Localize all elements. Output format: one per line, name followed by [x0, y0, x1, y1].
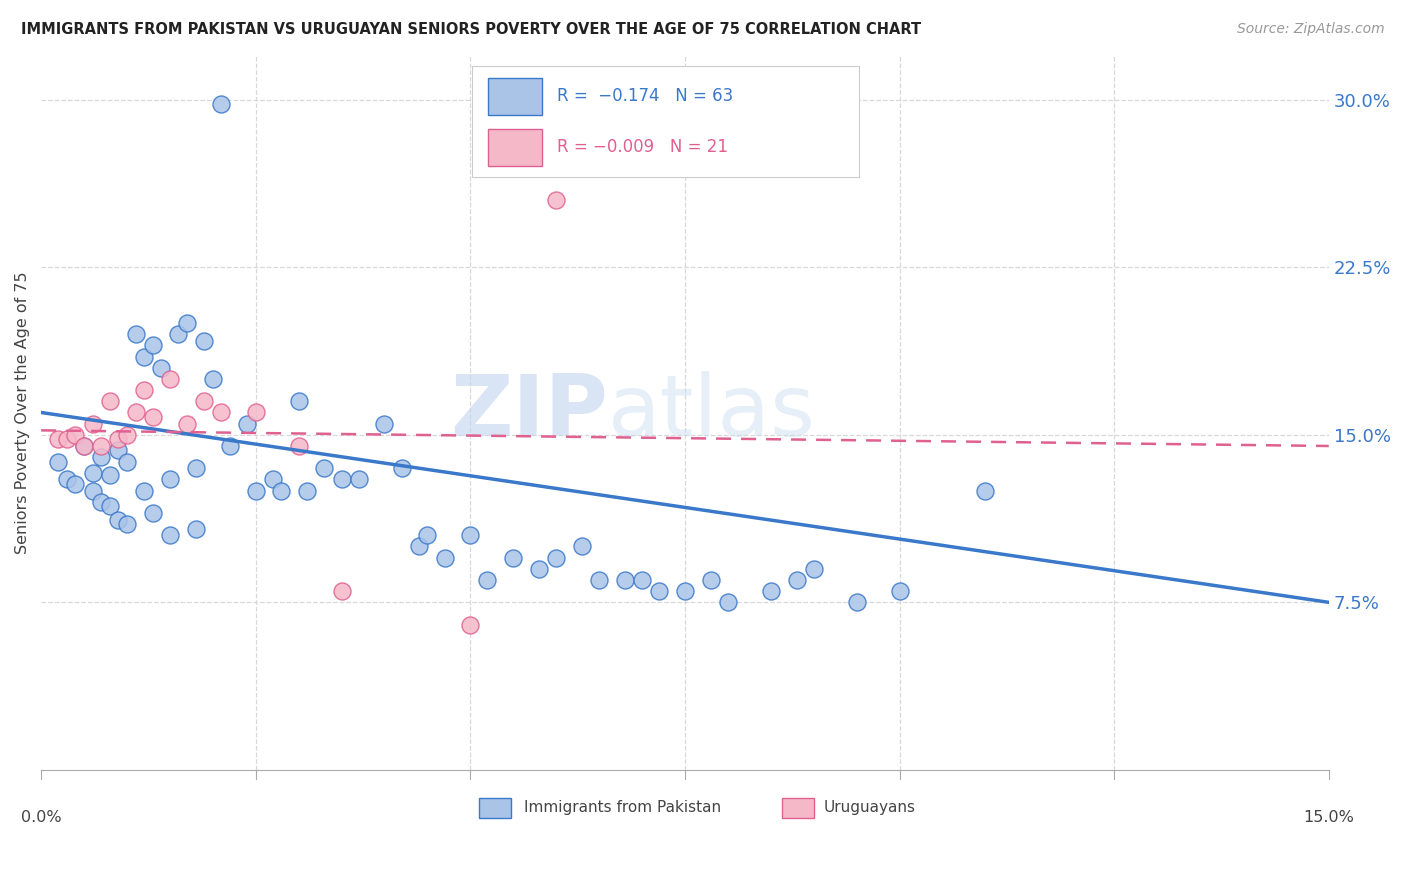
Point [184, 522, 207, 536]
Text: Source: ZipAtlas.com: Source: ZipAtlas.com [1237, 22, 1385, 37]
Point [236, 417, 259, 431]
Point [184, 461, 207, 475]
Point [546, 550, 568, 565]
Point [142, 506, 165, 520]
Point [330, 584, 353, 599]
Point [107, 432, 129, 446]
Point [502, 550, 524, 565]
Point [416, 528, 439, 542]
Y-axis label: Seniors Poverty Over the Age of 75: Seniors Poverty Over the Age of 75 [15, 271, 30, 554]
Point [82, 466, 104, 480]
Point [193, 394, 215, 409]
Point [373, 417, 395, 431]
Point [176, 417, 198, 431]
Point [107, 443, 129, 458]
Point [759, 584, 782, 599]
Point [270, 483, 292, 498]
Point [287, 439, 309, 453]
Point [115, 427, 138, 442]
Point [330, 473, 353, 487]
Point [73, 439, 96, 453]
Point [219, 439, 242, 453]
Point [287, 394, 309, 409]
Point [527, 562, 550, 576]
Point [209, 405, 232, 419]
Text: 0.0%: 0.0% [21, 810, 62, 825]
Point [115, 517, 138, 532]
Point [193, 334, 215, 348]
Point [134, 383, 156, 397]
Point [631, 573, 654, 587]
Point [82, 483, 104, 498]
Point [150, 360, 173, 375]
Point [124, 327, 146, 342]
Point [433, 550, 456, 565]
Point [98, 500, 121, 514]
Point [245, 483, 267, 498]
Point [201, 372, 224, 386]
Point [56, 473, 79, 487]
Point [82, 417, 104, 431]
Text: IMMIGRANTS FROM PAKISTAN VS URUGUAYAN SENIORS POVERTY OVER THE AGE OF 75 CORRELA: IMMIGRANTS FROM PAKISTAN VS URUGUAYAN SE… [21, 22, 921, 37]
Point [73, 439, 96, 453]
Point [613, 573, 636, 587]
Point [107, 513, 129, 527]
Point [90, 450, 112, 465]
Point [889, 584, 911, 599]
Point [262, 473, 284, 487]
Point [134, 483, 156, 498]
Point [98, 468, 121, 483]
Point [90, 495, 112, 509]
Point [142, 409, 165, 424]
Point [803, 562, 825, 576]
Point [124, 405, 146, 419]
Point [56, 432, 79, 446]
Point [159, 528, 181, 542]
Text: ZIP: ZIP [450, 371, 607, 454]
Point [90, 439, 112, 453]
Point [460, 528, 482, 542]
Point [115, 455, 138, 469]
Point [786, 573, 808, 587]
Point [314, 461, 336, 475]
Point [460, 617, 482, 632]
Point [245, 405, 267, 419]
Point [391, 461, 413, 475]
FancyBboxPatch shape [479, 797, 512, 818]
Text: Immigrants from Pakistan: Immigrants from Pakistan [524, 799, 721, 814]
FancyBboxPatch shape [782, 797, 814, 818]
Point [588, 573, 610, 587]
Point [142, 338, 165, 352]
Point [571, 540, 593, 554]
Text: Uruguayans: Uruguayans [824, 799, 915, 814]
Point [699, 573, 721, 587]
Point [167, 327, 190, 342]
Point [46, 432, 69, 446]
Point [673, 584, 696, 599]
Point [546, 194, 568, 208]
Point [477, 573, 499, 587]
Point [159, 473, 181, 487]
Point [717, 595, 740, 609]
Text: atlas: atlas [607, 371, 815, 454]
Point [347, 473, 370, 487]
Point [65, 427, 87, 442]
Point [65, 477, 87, 491]
Point [159, 372, 181, 386]
Point [176, 316, 198, 330]
Point [46, 455, 69, 469]
Point [209, 97, 232, 112]
Text: 15.0%: 15.0% [1303, 810, 1354, 825]
Point [648, 584, 671, 599]
Point [408, 540, 430, 554]
Point [134, 350, 156, 364]
Point [845, 595, 868, 609]
Point [98, 394, 121, 409]
Point [974, 483, 997, 498]
Point [297, 483, 319, 498]
